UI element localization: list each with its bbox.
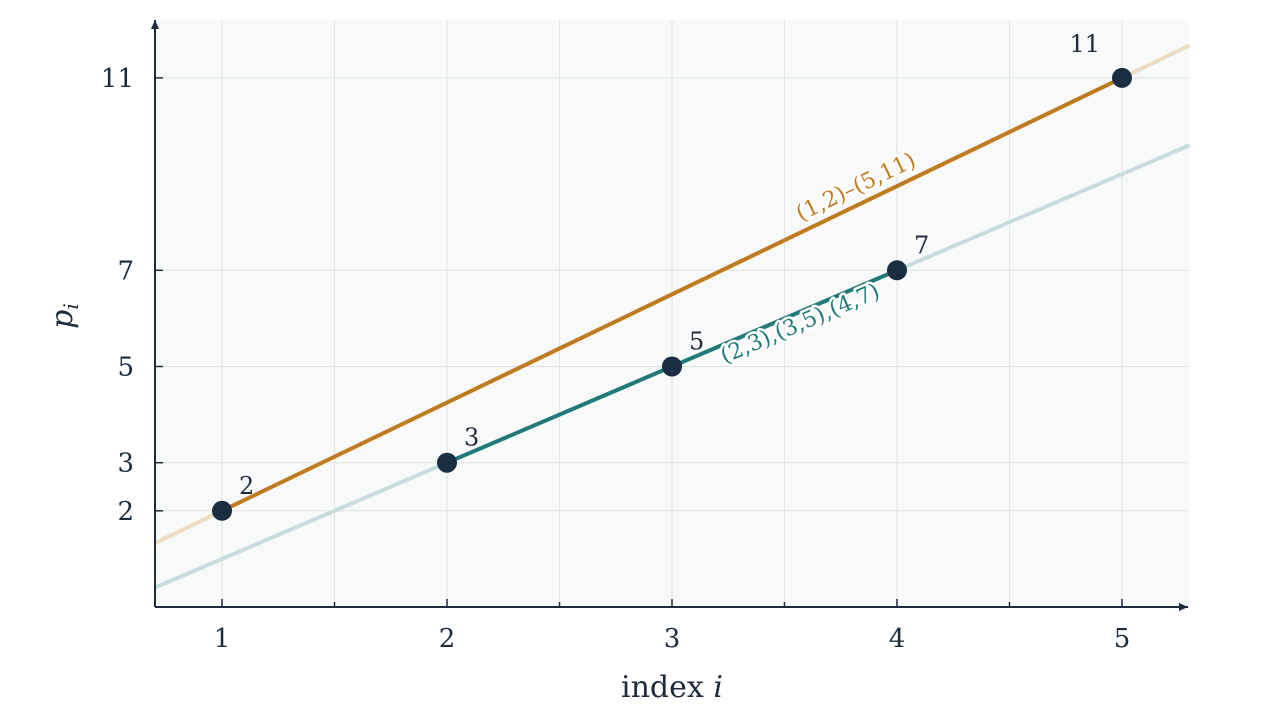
- y-tick-label: 7: [117, 256, 134, 286]
- data-point: [212, 500, 232, 521]
- data-point: [887, 260, 907, 281]
- data-point: [437, 452, 457, 473]
- data-label: 5: [689, 328, 704, 356]
- data-label: 7: [914, 231, 929, 259]
- tick-labels: 1 2 3 4 5 2 3 5 7 11: [101, 64, 1130, 654]
- y-tick-label: 5: [117, 353, 134, 383]
- x-axis-label-variable: i: [713, 670, 723, 705]
- data-label: 3: [464, 424, 479, 452]
- y-tick-label: 2: [117, 497, 134, 527]
- y-axis-label: pi: [45, 303, 83, 329]
- y-axis-label-symbol: p: [45, 310, 80, 329]
- data-point: [662, 356, 682, 377]
- x-axis-label: index i: [621, 670, 723, 705]
- y-tick-label: 3: [117, 449, 134, 479]
- x-tick-label: 1: [214, 624, 231, 654]
- data-label: 2: [239, 472, 254, 500]
- series-1-segment: [221, 76, 1123, 513]
- data-points: 2 3 5 7 11: [212, 30, 1132, 521]
- x-tick-label: 2: [439, 624, 456, 654]
- x-tick-label: 3: [664, 624, 681, 654]
- x-tick-label: 4: [889, 624, 906, 654]
- y-axis-label-subscript: i: [59, 303, 83, 309]
- x-axis-label-text: index: [621, 670, 713, 705]
- x-tick-label: 5: [1114, 624, 1131, 654]
- grid: [155, 20, 1189, 607]
- y-tick-label: 11: [101, 64, 134, 94]
- data-label: 11: [1069, 30, 1100, 58]
- data-point: [1112, 67, 1132, 88]
- axes: [151, 20, 1188, 611]
